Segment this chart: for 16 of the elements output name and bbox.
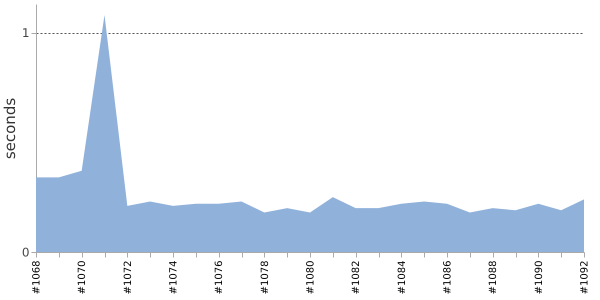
x-tick-label: #1068 [32,260,42,294]
x-tick-label: #1078 [260,260,271,294]
x-tick-label: #1070 [77,260,88,294]
y-tick-label: 1 [22,26,30,40]
x-tick-label: #1072 [122,260,134,294]
x-tick-label: #1086 [442,260,454,294]
x-tick-label: #1084 [396,260,408,294]
x-tick-label: #1076 [214,260,226,294]
x-tick-label: #1090 [534,260,545,294]
x-tick-label: #1092 [580,260,590,294]
y-axis-title: seconds [0,98,19,160]
x-tick-label: #1088 [488,260,500,294]
x-tick-label: #1074 [168,260,180,294]
x-tick-label: #1082 [351,260,362,294]
x-tick-label: #1080 [306,260,316,294]
y-tick-label: 0 [22,246,30,260]
